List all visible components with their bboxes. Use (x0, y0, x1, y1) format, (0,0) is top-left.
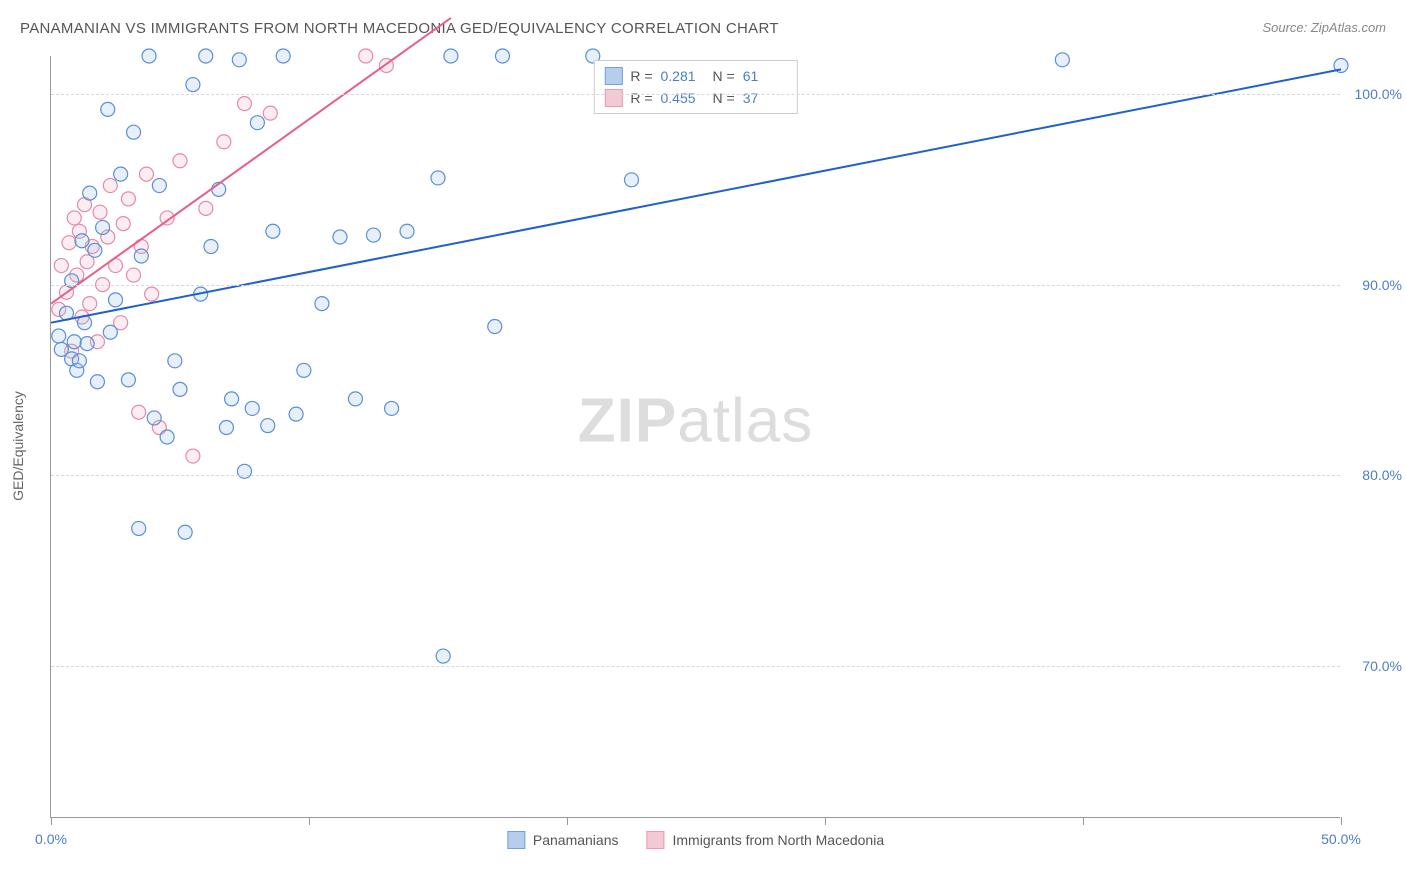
x-tick (1083, 817, 1084, 825)
y-tick-label: 80.0% (1346, 467, 1402, 483)
n-value-1: 37 (743, 90, 787, 106)
legend-stats-row-0: R = 0.281 N = 61 (604, 65, 786, 87)
legend-item-1: Immigrants from North Macedonia (646, 831, 884, 849)
legend-item-0: Panamanians (507, 831, 619, 849)
swatch-series-1 (604, 89, 622, 107)
y-tick-label: 70.0% (1346, 658, 1402, 674)
swatch-bottom-0 (507, 831, 525, 849)
source-label: Source: ZipAtlas.com (1262, 20, 1386, 35)
gridline-h (51, 666, 1340, 667)
r-value-1: 0.455 (661, 90, 705, 106)
x-tick (1341, 817, 1342, 825)
x-tick (825, 817, 826, 825)
r-label: R = (630, 90, 652, 106)
x-tick-label: 50.0% (1321, 831, 1361, 847)
n-label: N = (713, 90, 735, 106)
gridline-h (51, 94, 1340, 95)
legend-bottom: Panamanians Immigrants from North Macedo… (507, 831, 884, 849)
legend-label-1: Immigrants from North Macedonia (672, 832, 884, 848)
gridline-h (51, 285, 1340, 286)
legend-stats-row-1: R = 0.455 N = 37 (604, 87, 786, 109)
n-value-0: 61 (743, 68, 787, 84)
gridline-h (51, 475, 1340, 476)
r-label: R = (630, 68, 652, 84)
legend-label-0: Panamanians (533, 832, 619, 848)
y-tick-label: 100.0% (1346, 86, 1402, 102)
y-axis-label: GED/Equivalency (10, 391, 26, 501)
x-tick-label: 0.0% (35, 831, 67, 847)
n-label: N = (713, 68, 735, 84)
x-tick (567, 817, 568, 825)
plot-area: ZIPatlas R = 0.281 N = 61 R = 0.455 N = … (50, 56, 1340, 818)
swatch-series-0 (604, 67, 622, 85)
r-value-0: 0.281 (661, 68, 705, 84)
legend-stats-box: R = 0.281 N = 61 R = 0.455 N = 37 (593, 60, 797, 114)
swatch-bottom-1 (646, 831, 664, 849)
chart-title: PANAMANIAN VS IMMIGRANTS FROM NORTH MACE… (20, 20, 779, 37)
x-tick (51, 817, 52, 825)
chart-svg (51, 56, 1340, 817)
y-tick-label: 90.0% (1346, 277, 1402, 293)
x-tick (309, 817, 310, 825)
